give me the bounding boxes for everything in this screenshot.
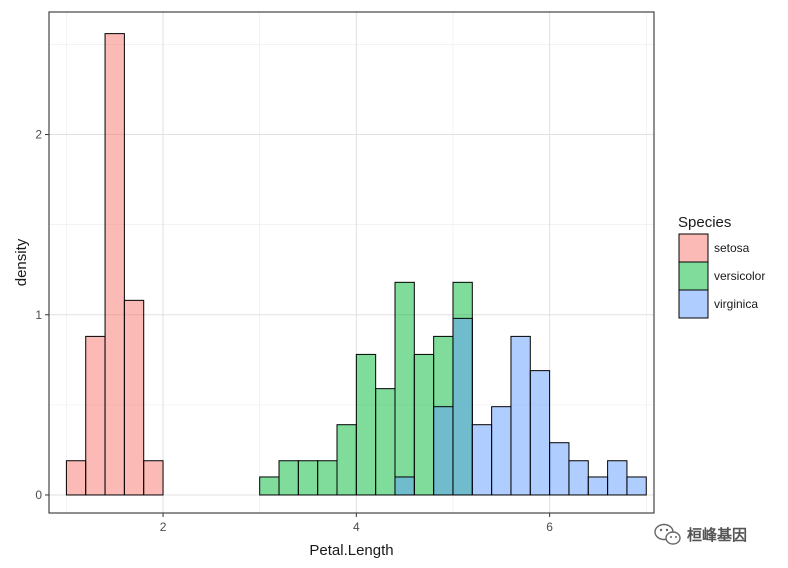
bar-virginica <box>568 460 589 496</box>
bar-virginica <box>433 406 454 496</box>
bar-virginica <box>529 370 551 496</box>
y-tick-label: 0 <box>35 488 42 502</box>
x-tick-label: 6 <box>546 520 553 534</box>
bar-versicolor <box>278 460 299 496</box>
bar-virginica <box>626 476 647 496</box>
bar-versicolor <box>317 460 338 496</box>
legend-key-setosa <box>678 233 709 263</box>
legend-title: Species <box>678 214 731 231</box>
series-setosa <box>65 33 164 496</box>
bar-versicolor <box>297 460 319 496</box>
bar-versicolor <box>375 388 396 496</box>
bar-versicolor <box>259 476 280 496</box>
bar-virginica <box>452 317 473 496</box>
bar-setosa <box>85 335 106 496</box>
bar-virginica <box>491 406 512 496</box>
bar-versicolor <box>336 424 357 496</box>
bar-virginica <box>471 424 493 496</box>
bar-virginica <box>394 476 415 496</box>
legend-items: setosa versicolor virginica <box>678 233 765 319</box>
legend: Species setosa versicolor virginica <box>678 214 765 319</box>
bar-virginica <box>510 335 531 496</box>
x-tick-label: 2 <box>160 520 167 534</box>
bar-setosa <box>65 460 87 496</box>
y-tick-label: 1 <box>35 308 42 322</box>
bar-versicolor <box>394 281 415 496</box>
bar-virginica <box>549 442 570 496</box>
series-virginica <box>394 317 647 496</box>
panel-border <box>48 11 655 514</box>
bar-virginica <box>587 476 609 496</box>
legend-label-versicolor: versicolor <box>714 269 765 283</box>
watermark-text: 桓峰基因 <box>687 526 747 544</box>
bar-versicolor <box>355 353 377 496</box>
bar-versicolor <box>413 353 435 496</box>
wechat-icon <box>654 523 681 545</box>
watermark: 桓峰基因 <box>654 523 747 545</box>
y-tick-label: 2 <box>35 128 42 142</box>
x-axis-title: Petal.Length <box>309 542 393 559</box>
bar-setosa <box>123 299 145 496</box>
legend-key-versicolor <box>678 261 709 291</box>
y-axis-title: density <box>13 238 30 286</box>
bar-setosa <box>104 33 125 496</box>
bars-layer <box>65 33 647 496</box>
legend-label-virginica: virginica <box>714 297 758 311</box>
bar-setosa <box>143 460 164 496</box>
x-tick-label: 4 <box>353 520 360 534</box>
axis-layer: 2 4 6 0 1 2 <box>35 128 553 534</box>
legend-label-setosa: setosa <box>714 241 750 255</box>
bar-virginica <box>607 460 628 496</box>
legend-key-virginica <box>678 289 709 319</box>
